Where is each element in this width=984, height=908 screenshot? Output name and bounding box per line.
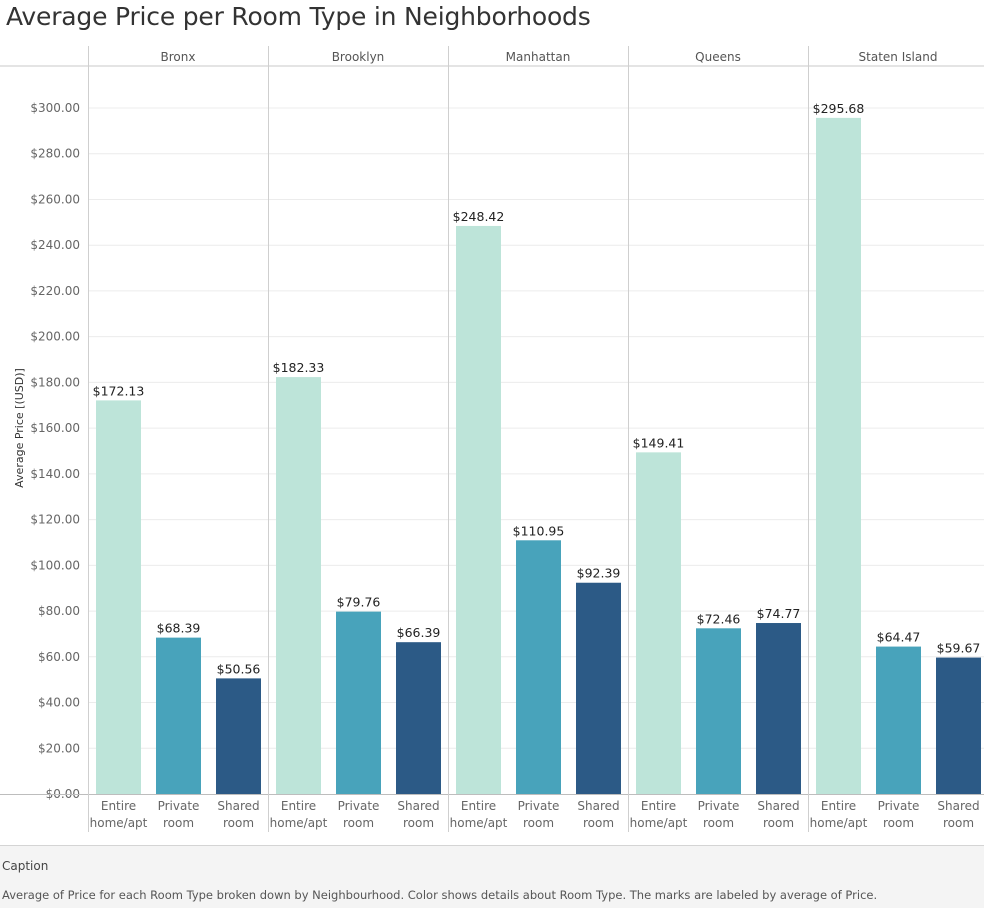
bar-staten-island-private-room	[876, 646, 921, 794]
bar-staten-island-shared-room	[936, 657, 981, 794]
y-tick-label: $240.00	[30, 238, 80, 252]
data-label: $172.13	[93, 383, 145, 398]
panel-header-manhattan: Manhattan	[506, 50, 571, 64]
x-tick-label: room	[403, 816, 434, 830]
x-tick-label: Shared	[937, 799, 979, 813]
y-tick-label: $20.00	[38, 741, 80, 755]
x-tick-label: Entire	[101, 799, 136, 813]
data-label: $248.42	[453, 209, 505, 224]
y-tick-label: $260.00	[30, 192, 80, 206]
y-tick-label: $220.00	[30, 284, 80, 298]
x-tick-label: Private	[518, 799, 560, 813]
bar-bronx-entire-home-apt	[96, 400, 141, 794]
data-label: $50.56	[217, 661, 261, 676]
data-label: $295.68	[813, 101, 865, 116]
x-tick-label: room	[343, 816, 374, 830]
bar-queens-shared-room	[756, 623, 801, 794]
bar-staten-island-entire-home-apt	[816, 117, 861, 794]
caption-title: Caption	[2, 859, 49, 873]
x-tick-label: room	[763, 816, 794, 830]
bar-chart: $0.00$20.00$40.00$60.00$80.00$100.00$120…	[0, 46, 984, 832]
x-tick-label: Entire	[821, 799, 856, 813]
x-tick-label: Private	[338, 799, 380, 813]
x-tick-label: Private	[878, 799, 920, 813]
x-tick-label: room	[943, 816, 974, 830]
x-tick-label: Private	[158, 799, 200, 813]
x-tick-label: Private	[698, 799, 740, 813]
x-tick-label: Shared	[577, 799, 619, 813]
y-tick-label: $100.00	[30, 558, 80, 572]
x-tick-label: room	[883, 816, 914, 830]
caption-text: Average of Price for each Room Type brok…	[2, 888, 878, 902]
chart-title: Average Price per Room Type in Neighborh…	[6, 2, 591, 31]
data-label: $64.47	[877, 630, 921, 645]
bar-bronx-shared-room	[216, 678, 261, 794]
bar-bronx-private-room	[156, 637, 201, 794]
panel-header-bronx: Bronx	[161, 50, 196, 64]
data-label: $68.39	[157, 621, 201, 636]
bar-manhattan-entire-home-apt	[456, 225, 501, 794]
x-tick-label: home/apt	[270, 816, 328, 830]
x-tick-label: room	[583, 816, 614, 830]
data-label: $66.39	[397, 625, 441, 640]
x-tick-label: Shared	[217, 799, 259, 813]
x-tick-label: Shared	[397, 799, 439, 813]
data-label: $79.76	[337, 595, 381, 610]
data-label: $74.77	[757, 606, 801, 621]
data-label: $110.95	[513, 523, 565, 538]
bar-brooklyn-private-room	[336, 611, 381, 794]
panel-header-brooklyn: Brooklyn	[332, 50, 385, 64]
x-tick-label: home/apt	[810, 816, 868, 830]
panel-header-queens: Queens	[695, 50, 741, 64]
x-tick-label: home/apt	[450, 816, 508, 830]
bar-manhattan-shared-room	[576, 582, 621, 794]
x-tick-label: room	[703, 816, 734, 830]
y-tick-label: $40.00	[38, 696, 80, 710]
x-tick-label: room	[523, 816, 554, 830]
y-tick-label: $300.00	[30, 101, 80, 115]
data-label: $149.41	[633, 435, 685, 450]
bar-queens-entire-home-apt	[636, 452, 681, 794]
y-tick-label: $60.00	[38, 650, 80, 664]
data-label: $59.67	[937, 641, 981, 656]
data-label: $182.33	[273, 360, 325, 375]
x-tick-label: home/apt	[630, 816, 688, 830]
data-label: $72.46	[697, 611, 741, 626]
x-tick-label: Entire	[281, 799, 316, 813]
caption-panel: Caption Average of Price for each Room T…	[0, 845, 984, 908]
bar-brooklyn-entire-home-apt	[276, 377, 321, 794]
bar-brooklyn-shared-room	[396, 642, 441, 794]
data-label: $92.39	[577, 566, 621, 581]
y-tick-label: $120.00	[30, 513, 80, 527]
y-tick-label: $80.00	[38, 604, 80, 618]
x-tick-label: Entire	[641, 799, 676, 813]
y-tick-label: $180.00	[30, 375, 80, 389]
panel-header-staten-island: Staten Island	[859, 50, 938, 64]
y-tick-label: $140.00	[30, 467, 80, 481]
y-tick-label: $160.00	[30, 421, 80, 435]
bar-queens-private-room	[696, 628, 741, 794]
x-tick-label: home/apt	[90, 816, 148, 830]
x-tick-label: room	[163, 816, 194, 830]
x-tick-label: Shared	[757, 799, 799, 813]
x-tick-label: room	[223, 816, 254, 830]
y-axis-title: Average Price [(USD)]	[13, 368, 26, 488]
x-tick-label: Entire	[461, 799, 496, 813]
y-tick-label: $280.00	[30, 147, 80, 161]
y-tick-label: $200.00	[30, 330, 80, 344]
bar-manhattan-private-room	[516, 540, 561, 794]
